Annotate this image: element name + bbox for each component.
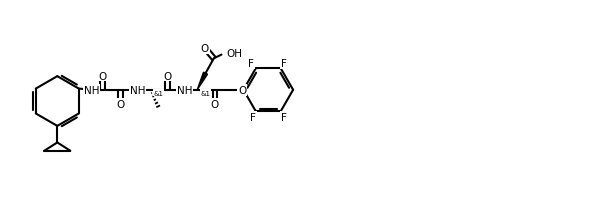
Text: &1: &1 (154, 90, 163, 96)
Polygon shape (197, 73, 208, 90)
Text: O: O (211, 99, 219, 109)
Text: O: O (116, 99, 124, 109)
Text: F: F (281, 112, 287, 122)
Text: O: O (238, 85, 247, 95)
Text: NH: NH (130, 85, 145, 95)
Text: &1: &1 (201, 90, 211, 96)
Text: F: F (281, 59, 287, 69)
Text: F: F (250, 112, 256, 122)
Text: NH: NH (84, 85, 100, 95)
Text: O: O (163, 71, 172, 81)
Text: OH: OH (226, 49, 242, 59)
Text: NH: NH (177, 85, 193, 95)
Text: O: O (98, 71, 107, 81)
Text: F: F (248, 59, 254, 69)
Text: O: O (201, 43, 209, 54)
